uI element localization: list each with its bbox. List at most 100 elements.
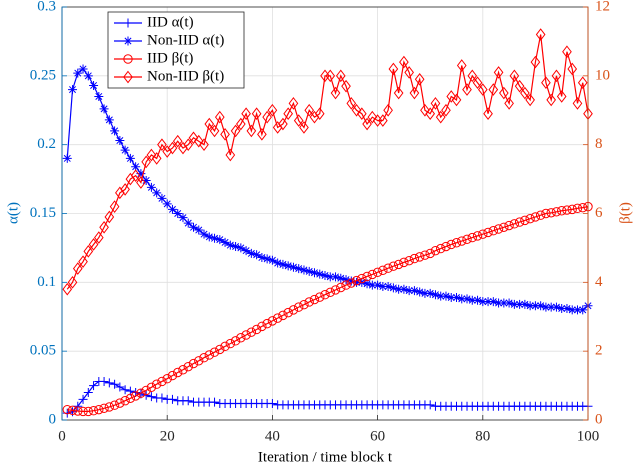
point <box>209 347 220 357</box>
point <box>357 273 367 284</box>
point <box>320 270 330 280</box>
point <box>388 62 399 76</box>
point <box>541 76 551 90</box>
point <box>525 213 535 224</box>
point <box>351 275 362 286</box>
point <box>99 403 109 413</box>
point <box>562 205 572 215</box>
point <box>367 280 377 290</box>
point <box>272 313 283 323</box>
point <box>378 281 388 291</box>
point <box>283 107 294 121</box>
point <box>78 255 88 269</box>
point <box>409 86 420 100</box>
point <box>462 234 472 245</box>
point <box>356 107 367 121</box>
point <box>99 376 109 386</box>
point <box>383 281 393 291</box>
point <box>320 290 330 300</box>
point <box>278 117 288 131</box>
marks <box>62 28 593 418</box>
point <box>188 358 199 369</box>
point <box>104 115 114 125</box>
point <box>530 55 541 69</box>
point <box>483 297 493 307</box>
point <box>562 303 572 313</box>
y2-axis-label: β(t) <box>617 202 633 224</box>
point <box>420 103 430 117</box>
point <box>388 261 399 271</box>
point <box>257 253 267 263</box>
point <box>372 267 383 278</box>
point <box>294 264 304 274</box>
point <box>123 36 133 46</box>
point <box>130 391 141 401</box>
point <box>393 259 404 270</box>
point <box>567 204 577 215</box>
point <box>299 300 309 310</box>
point <box>352 277 362 287</box>
point <box>230 336 241 346</box>
point <box>183 218 193 228</box>
point <box>330 86 341 100</box>
point <box>335 69 346 83</box>
point <box>162 199 172 209</box>
point <box>262 254 272 264</box>
point <box>167 394 177 404</box>
point <box>509 299 519 309</box>
point <box>157 138 167 151</box>
point <box>309 268 319 278</box>
point <box>172 134 183 148</box>
point <box>436 243 446 254</box>
point <box>123 70 133 84</box>
point <box>557 303 567 313</box>
point <box>236 243 246 253</box>
point <box>304 297 314 307</box>
grid <box>61 6 589 421</box>
point <box>514 217 525 227</box>
point <box>556 90 567 103</box>
point <box>183 396 193 406</box>
point <box>209 124 220 138</box>
point <box>404 255 414 266</box>
point <box>425 248 435 259</box>
point <box>210 397 220 407</box>
point <box>399 55 409 69</box>
point <box>151 379 162 389</box>
point <box>451 93 462 107</box>
point <box>520 86 530 100</box>
y2-tick-label: 2 <box>595 343 603 359</box>
point <box>304 103 315 117</box>
point <box>215 235 225 245</box>
x-tick-label: 0 <box>58 428 66 444</box>
point <box>572 97 583 110</box>
point <box>231 242 241 252</box>
point <box>141 175 151 185</box>
point <box>146 382 157 393</box>
point <box>183 138 194 151</box>
point <box>304 266 314 276</box>
point <box>267 255 277 265</box>
point <box>388 283 398 293</box>
point <box>68 85 78 95</box>
point <box>383 263 393 273</box>
point <box>288 305 299 315</box>
point <box>136 176 146 189</box>
point <box>225 338 236 349</box>
point <box>441 103 451 117</box>
point <box>220 128 230 141</box>
point <box>120 145 130 155</box>
point <box>456 59 467 72</box>
point <box>509 219 520 229</box>
legend: IID α(t) Non-IID α(t) IID β(t) Non-IID β(t) <box>107 11 245 89</box>
x-tick-label: 100 <box>577 428 600 444</box>
point <box>173 367 183 378</box>
point <box>404 66 414 79</box>
point <box>451 238 462 248</box>
point <box>273 258 283 268</box>
point <box>267 316 278 326</box>
point <box>435 110 446 124</box>
point <box>210 233 220 243</box>
point <box>567 305 577 315</box>
point <box>136 169 146 179</box>
